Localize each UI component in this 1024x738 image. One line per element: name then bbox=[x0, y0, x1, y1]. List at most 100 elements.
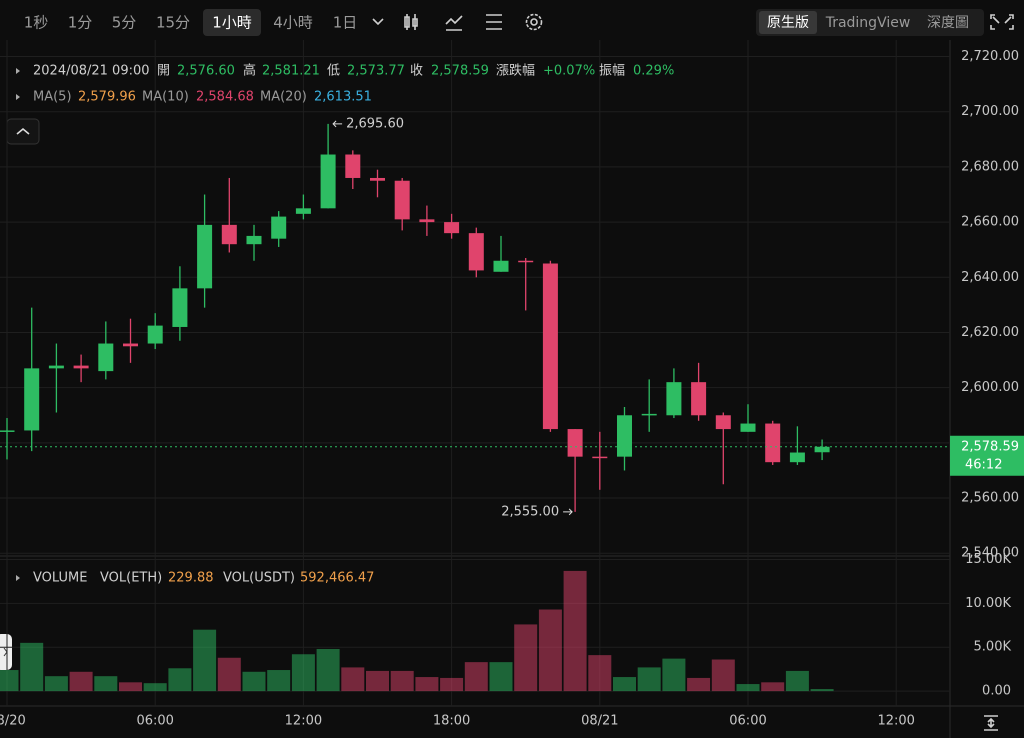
candle-body bbox=[197, 224, 213, 289]
ma-label: MA(5) bbox=[33, 90, 72, 105]
candle-body bbox=[320, 154, 336, 209]
candle-body bbox=[592, 456, 608, 459]
toolbar-icons[interactable] bbox=[372, 13, 1014, 731]
y2-tick-label: 15.00K bbox=[965, 552, 1011, 567]
collapse-button[interactable] bbox=[6, 118, 40, 145]
y-tick-label: 2,620.00 bbox=[961, 325, 1019, 340]
settings-icon[interactable] bbox=[530, 18, 538, 26]
volume-label: VOL(ETH) bbox=[100, 571, 162, 586]
candle-body bbox=[147, 325, 163, 344]
x-tick-label: 08/21 bbox=[581, 714, 618, 729]
volume-value: 229.88 bbox=[168, 571, 214, 586]
candle-body bbox=[419, 219, 435, 223]
y2-tick-label: 10.00K bbox=[965, 596, 1011, 611]
volume-bar bbox=[588, 655, 612, 692]
dropdown-icon[interactable] bbox=[372, 18, 384, 26]
volume-bar bbox=[168, 668, 192, 692]
y-tick-label: 2,660.00 bbox=[961, 215, 1019, 230]
candle-body bbox=[0, 430, 15, 432]
legend-label: 開 bbox=[157, 64, 170, 79]
candle-body bbox=[246, 235, 262, 245]
y2-tick-label: 0.00 bbox=[982, 684, 1011, 699]
candle-body bbox=[567, 429, 583, 457]
last-price-label: 2,578.59 bbox=[961, 439, 1019, 454]
candle-body bbox=[394, 180, 410, 220]
low-arrow bbox=[563, 508, 573, 516]
settings-gear[interactable] bbox=[525, 13, 543, 31]
candle-body bbox=[123, 343, 138, 347]
y-tick-label: 2,700.00 bbox=[961, 104, 1019, 119]
candle-body bbox=[765, 423, 781, 463]
view-selected[interactable] bbox=[759, 11, 817, 34]
ma-label: MA(20) bbox=[260, 90, 307, 105]
legend-value: 2,578.59 bbox=[431, 64, 489, 79]
y-tick-label: 2,600.00 bbox=[961, 380, 1019, 395]
candle-body bbox=[691, 382, 707, 416]
volume-value: 592,466.47 bbox=[300, 571, 374, 586]
volume-bar bbox=[489, 662, 513, 692]
list-icon[interactable] bbox=[484, 14, 502, 30]
legend-label: 收 bbox=[410, 64, 423, 79]
interval-button[interactable]: 4小時 bbox=[273, 14, 313, 32]
marks bbox=[0, 123, 950, 692]
volume-bar bbox=[563, 570, 587, 692]
candle-body bbox=[468, 233, 484, 271]
interval-button[interactable]: 1秒 bbox=[24, 14, 49, 32]
volume-bar bbox=[193, 629, 217, 692]
collapse-icon[interactable] bbox=[16, 127, 30, 135]
interval-button[interactable]: 1小時 bbox=[212, 14, 252, 32]
ma-label: MA(10) bbox=[142, 90, 189, 105]
volume-bar bbox=[711, 659, 735, 692]
interval-button[interactable]: 5分 bbox=[112, 14, 137, 32]
volume-bar bbox=[341, 667, 365, 692]
candle-body bbox=[641, 413, 657, 416]
view-button[interactable]: 深度圖 bbox=[927, 15, 969, 31]
legend-value: 2,576.60 bbox=[177, 64, 235, 79]
interval-button[interactable]: 1日 bbox=[333, 14, 358, 32]
candle-body bbox=[271, 216, 287, 239]
candle-body bbox=[98, 343, 114, 372]
volume-bar bbox=[119, 682, 142, 692]
candle-body bbox=[172, 288, 188, 327]
volume-bar bbox=[390, 670, 414, 692]
candle-body bbox=[814, 446, 830, 453]
volume-bar bbox=[687, 677, 711, 692]
volume-bar bbox=[267, 670, 291, 692]
volume-bar bbox=[366, 670, 389, 692]
y-tick-label: 2,560.00 bbox=[961, 491, 1019, 506]
y-tick-label: 2,640.00 bbox=[961, 270, 1019, 285]
side-handle[interactable] bbox=[0, 634, 12, 670]
candle-body bbox=[617, 415, 632, 457]
x-tick-label: 06:00 bbox=[729, 714, 766, 729]
volume-bar bbox=[415, 677, 439, 692]
legend-value: 2,581.21 bbox=[262, 64, 320, 79]
volume-bar bbox=[0, 670, 19, 692]
candle-body bbox=[24, 368, 40, 431]
volume-bar bbox=[20, 642, 44, 692]
x-tick-label: 18:00 bbox=[433, 714, 470, 729]
ma-value: 2,579.96 bbox=[78, 90, 136, 105]
volume-bar bbox=[69, 671, 93, 692]
labels: 1秒 1分 5分 15分 1小時 4小時 1日 原生版 TradingView 深度圖 2024/0… bbox=[0, 9, 1024, 729]
candle-type-icon[interactable] bbox=[404, 14, 418, 30]
y2-tick-label: 5.00K bbox=[974, 640, 1012, 655]
low-annotation: 2,555.00 bbox=[501, 504, 559, 519]
y-tick-label: 2,680.00 bbox=[961, 159, 1019, 174]
countdown-label: 46:12 bbox=[965, 457, 1002, 472]
interval-button[interactable]: 1分 bbox=[68, 14, 93, 32]
view-button[interactable]: TradingView bbox=[825, 15, 911, 31]
volume-bar bbox=[242, 671, 266, 692]
volume-title: VOLUME bbox=[33, 571, 87, 586]
volume-bar bbox=[316, 648, 340, 692]
x-tick-label: 12:00 bbox=[877, 714, 914, 729]
interval-button[interactable]: 15分 bbox=[156, 14, 190, 32]
indicator-icon[interactable] bbox=[445, 15, 463, 31]
y-tick-label: 2,720.00 bbox=[961, 49, 1019, 64]
legend-label: 低 bbox=[327, 64, 340, 79]
view-button[interactable]: 原生版 bbox=[767, 15, 809, 31]
volume-bar bbox=[217, 657, 241, 692]
fullscreen-icon[interactable] bbox=[990, 14, 1014, 30]
scale-icon[interactable] bbox=[984, 715, 998, 731]
interval-selected[interactable] bbox=[203, 9, 261, 36]
